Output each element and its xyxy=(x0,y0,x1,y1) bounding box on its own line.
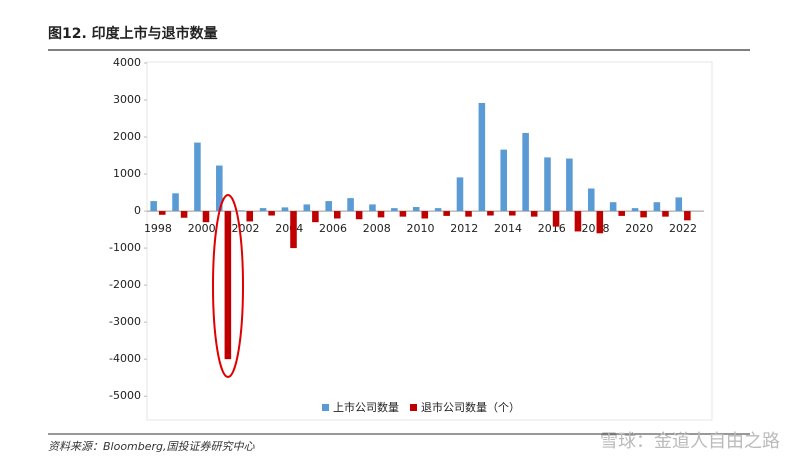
y-tick-label: -4000 xyxy=(109,352,141,365)
bar xyxy=(237,210,245,212)
bar xyxy=(391,208,398,212)
bar xyxy=(544,157,551,212)
x-tick-label: 2002 xyxy=(231,222,259,235)
y-tick-label: -3000 xyxy=(109,315,141,328)
bar xyxy=(194,142,201,212)
chart-title: 图12. 印度上市与退市数量 xyxy=(48,25,218,42)
legend-swatch xyxy=(322,404,329,411)
bar xyxy=(675,197,683,212)
x-tick-label: 2008 xyxy=(363,222,391,235)
bar xyxy=(522,132,529,212)
bar xyxy=(653,202,661,212)
x-tick-label: 2010 xyxy=(407,222,435,235)
bar xyxy=(465,211,472,217)
bar xyxy=(434,208,442,212)
bar xyxy=(369,204,376,212)
y-tick-label: 2000 xyxy=(113,130,141,143)
bar xyxy=(268,211,275,216)
legend-label: 退市公司数量（个） xyxy=(421,400,520,414)
bar xyxy=(530,211,538,217)
y-tick-label: 4000 xyxy=(113,56,141,69)
x-tick-label: 2006 xyxy=(319,222,347,235)
x-tick-label: 2020 xyxy=(625,222,653,235)
x-tick-label: 2012 xyxy=(450,222,478,235)
bar xyxy=(509,211,516,216)
bar xyxy=(684,211,691,221)
bar xyxy=(552,211,560,227)
bar xyxy=(158,211,166,215)
watermark: 雪球：金道人自由之路 xyxy=(600,431,780,452)
bar xyxy=(609,202,617,212)
x-tick-label: 2016 xyxy=(538,222,566,235)
bar xyxy=(303,204,311,212)
bar xyxy=(246,211,254,222)
bar xyxy=(566,158,573,212)
x-tick-label: 2022 xyxy=(669,222,697,235)
bar xyxy=(202,211,210,223)
y-tick-label: -1000 xyxy=(109,241,141,254)
bar xyxy=(216,165,223,212)
bar xyxy=(290,211,297,249)
y-tick-label: -2000 xyxy=(109,278,141,291)
bar xyxy=(487,211,494,216)
bar xyxy=(333,211,341,219)
bar xyxy=(500,149,508,212)
y-tick-label: 3000 xyxy=(113,93,141,106)
bar xyxy=(618,211,625,216)
bar xyxy=(631,208,639,212)
plot-frame xyxy=(146,61,713,421)
bar xyxy=(150,201,157,212)
bar xyxy=(347,198,354,212)
bar xyxy=(180,211,188,218)
bar xyxy=(355,211,363,220)
bar xyxy=(640,211,647,218)
bar xyxy=(312,211,319,223)
source: 资料来源：Bloomberg,国投证券研究中心 xyxy=(48,440,256,453)
bar xyxy=(421,211,429,219)
bar xyxy=(325,201,332,212)
bar xyxy=(662,211,669,217)
highlight-ellipse xyxy=(212,194,244,378)
x-tick-label: 1998 xyxy=(144,222,172,235)
bar xyxy=(596,211,604,234)
bar xyxy=(412,207,420,212)
bar xyxy=(443,211,450,216)
x-tick-label: 2000 xyxy=(188,222,216,235)
bar xyxy=(377,211,385,218)
bar xyxy=(259,208,267,212)
x-tick-label: 2014 xyxy=(494,222,522,235)
x-tick-label: 2018 xyxy=(582,222,610,235)
y-tick-label: 1000 xyxy=(113,167,141,180)
y-tick-label: -5000 xyxy=(109,389,141,402)
bar xyxy=(281,207,289,212)
bar xyxy=(574,211,582,232)
bar xyxy=(172,193,179,212)
bar xyxy=(478,102,486,212)
legend-swatch xyxy=(410,404,417,411)
x-tick-label: 2004 xyxy=(275,222,303,235)
legend-label: 上市公司数量 xyxy=(333,400,399,414)
bar xyxy=(587,188,595,212)
bar xyxy=(399,211,407,217)
y-tick-label: 0 xyxy=(134,204,141,217)
bar xyxy=(456,177,464,212)
bar xyxy=(224,211,232,360)
